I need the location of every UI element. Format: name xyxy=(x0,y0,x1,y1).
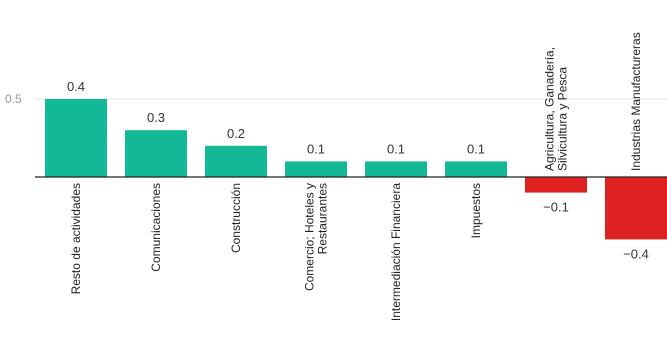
data-label: −0.1 xyxy=(543,200,569,215)
data-label: 0.1 xyxy=(467,141,485,156)
category-label-line: Impuestos xyxy=(469,183,483,238)
data-label: 0.4 xyxy=(67,79,85,94)
category-label: Impuestos xyxy=(469,183,483,238)
data-labels: 0.4 0.3 0.2 0.1 0.1 0.1 −0.1 −0.4 xyxy=(67,79,649,261)
bar xyxy=(525,177,587,193)
y-tick-label: 0.5 xyxy=(5,92,22,106)
bar xyxy=(45,99,107,177)
data-label: −0.4 xyxy=(623,246,649,261)
category-label: Industrias Manufactureras xyxy=(629,32,643,171)
bar xyxy=(205,145,267,177)
category-labels: Resto de actividades Comunicaciones Constr… xyxy=(69,32,643,321)
bar xyxy=(125,130,187,177)
data-label: 0.1 xyxy=(387,141,405,156)
category-label-line: Silvicultura y Pesca xyxy=(556,67,570,171)
category-label-line: Comercio; Hoteles y xyxy=(303,183,317,291)
bars xyxy=(45,99,667,240)
data-label: 0.2 xyxy=(227,126,245,141)
category-label: Intermediación Financiera xyxy=(389,183,403,321)
bar xyxy=(285,161,347,177)
bar xyxy=(445,161,507,177)
category-label: Resto de actividades xyxy=(69,183,83,294)
category-label-line: Industrias Manufactureras xyxy=(629,32,643,171)
data-label: 0.1 xyxy=(307,141,325,156)
bar xyxy=(365,161,427,177)
category-label: Construcción xyxy=(229,183,243,253)
category-label-line: Construcción xyxy=(229,183,243,253)
category-label: Comunicaciones xyxy=(149,183,163,272)
category-label-line: Intermediación Financiera xyxy=(389,183,403,321)
bar xyxy=(605,177,667,240)
category-label-line: Restaurantes xyxy=(316,183,330,254)
gridlines: 0.5 xyxy=(5,92,667,106)
data-label: 0.3 xyxy=(147,110,165,125)
category-label-line: Comunicaciones xyxy=(149,183,163,272)
category-label: Agricultura, Ganadería, Silvicultura y Pe… xyxy=(543,47,570,171)
category-label-line: Resto de actividades xyxy=(69,183,83,294)
category-label-line: Agricultura, Ganadería, xyxy=(543,47,557,171)
category-label: Comercio; Hoteles y Restaurantes xyxy=(303,183,330,291)
